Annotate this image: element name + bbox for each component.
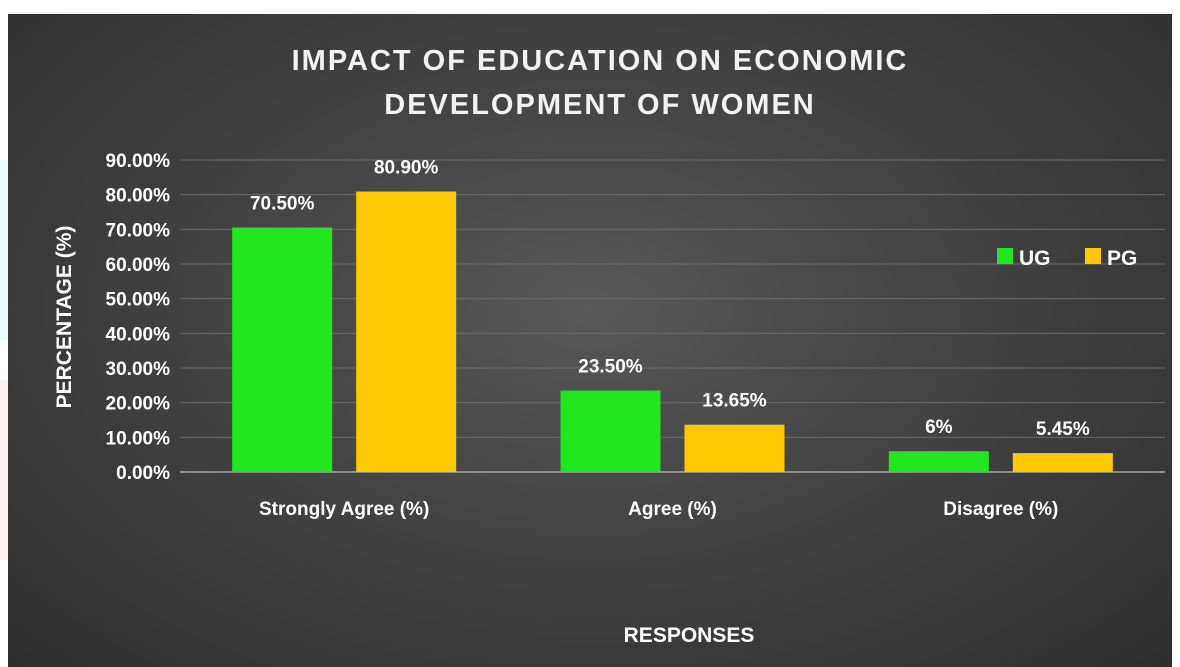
chart-title-line-2: DEVELOPMENT OF WOMEN	[384, 89, 816, 121]
category-label: Disagree (%)	[943, 499, 1058, 520]
y-tick-label: 30.00%	[106, 359, 171, 380]
bar-pg-0	[356, 191, 457, 472]
y-tick-label: 10.00%	[106, 428, 171, 449]
y-tick-label: 50.00%	[106, 290, 171, 311]
bar-pg-1	[684, 424, 785, 472]
y-tick-label: 0.00%	[116, 463, 170, 484]
y-tick-label: 80.00%	[106, 186, 171, 207]
legend-swatch-ug	[997, 248, 1013, 264]
data-label-pg-0: 80.90%	[374, 158, 439, 179]
y-tick-label: 20.00%	[106, 394, 171, 415]
chart-title-line-1: IMPACT OF EDUCATION ON ECONOMIC	[292, 45, 909, 77]
y-tick-label: 40.00%	[106, 324, 171, 345]
category-label: Strongly Agree (%)	[259, 499, 429, 520]
data-label-ug-0: 70.50%	[250, 194, 315, 215]
legend-swatch-pg	[1085, 248, 1101, 264]
left-margin-tint-cyan	[0, 160, 8, 340]
bar-pg-2	[1012, 453, 1113, 472]
bar-ug-1	[560, 390, 661, 472]
chart-area	[8, 14, 1172, 667]
data-label-pg-1: 13.65%	[702, 391, 767, 412]
legend-label-pg: PG	[1107, 247, 1137, 270]
y-tick-label: 90.00%	[106, 151, 171, 172]
y-tick-label: 60.00%	[106, 255, 171, 276]
data-label-ug-1: 23.50%	[578, 357, 643, 378]
legend-label-ug: UG	[1019, 247, 1051, 270]
y-tick-label: 70.00%	[106, 220, 171, 241]
data-label-ug-2: 6%	[925, 417, 953, 438]
data-label-pg-2: 5.45%	[1036, 419, 1090, 440]
bar-ug-2	[888, 451, 989, 472]
y-axis-title: PERCENTAGE (%)	[53, 226, 76, 409]
bar-ug-0	[232, 227, 333, 472]
left-margin-tint-pink	[0, 380, 8, 560]
x-axis-title: RESPONSES	[624, 624, 755, 647]
category-label: Agree (%)	[628, 499, 717, 520]
